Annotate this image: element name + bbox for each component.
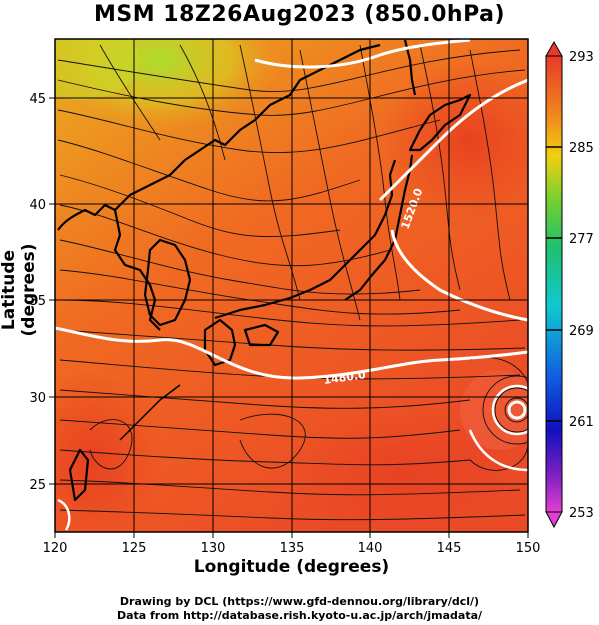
contour-label-1480: 1480.0 <box>323 368 367 387</box>
x-axis-label: Longitude (degrees) <box>193 557 390 577</box>
colorbar: 293 285 277 269 261 253 <box>545 40 594 529</box>
colorbar-tick-label: 253 <box>569 506 594 521</box>
x-tick-label: 150 <box>516 541 541 556</box>
y-axis-label: Latitude (degrees) <box>0 243 39 337</box>
x-tick-label: 120 <box>43 541 68 556</box>
colorbar-gradient <box>545 55 563 513</box>
y-tick-label: 40 <box>29 198 46 213</box>
credit-data-source: Data from http://database.rish.kyoto-u.a… <box>116 609 483 622</box>
colorbar-top-arrow <box>545 40 563 57</box>
colorbar-tick-label: 293 <box>569 50 594 65</box>
x-tick-label: 135 <box>280 541 305 556</box>
colorbar-bottom-arrow <box>545 511 563 529</box>
y-tick-label: 45 <box>29 92 46 107</box>
y-tick-label: 30 <box>29 391 46 406</box>
y-tick-labels: 25 30 35 40 45 <box>29 92 46 493</box>
credit-drawing: Drawing by DCL (https://www.gfd-dennou.o… <box>119 595 480 608</box>
x-tick-label: 145 <box>437 541 462 556</box>
colorbar-tick-label: 277 <box>569 232 594 247</box>
axis-ticks <box>49 97 529 538</box>
y-tick-label: 35 <box>29 294 46 309</box>
x-tick-labels: 120 125 130 135 140 145 150 <box>43 541 541 556</box>
x-tick-label: 130 <box>201 541 226 556</box>
x-tick-label: 125 <box>122 541 147 556</box>
colorbar-tick-label: 261 <box>569 415 594 430</box>
colorbar-tick-label: 285 <box>569 141 594 156</box>
y-tick-label: 25 <box>29 478 46 493</box>
colorbar-tick-label: 269 <box>569 324 594 339</box>
x-tick-label: 140 <box>358 541 383 556</box>
geopotential-contours <box>55 39 528 531</box>
chart-title: MSM 18Z26Aug2023 (850.0hPa) <box>93 2 506 27</box>
graticule <box>55 39 528 532</box>
